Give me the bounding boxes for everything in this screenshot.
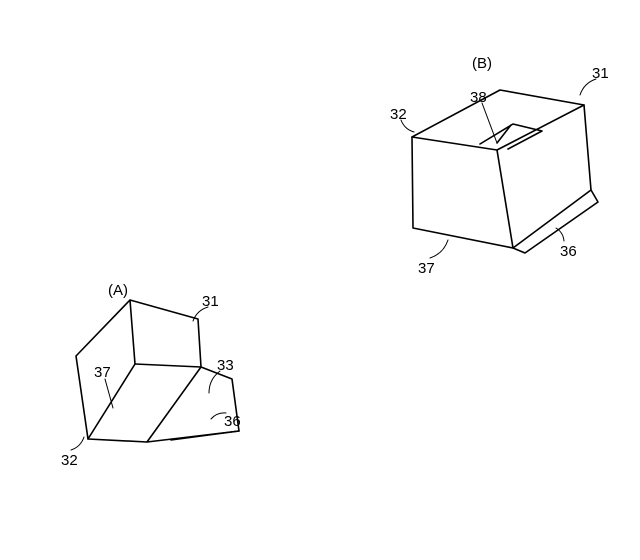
ref-label-37-B: 37: [418, 260, 435, 277]
ref-label-31-B: 31: [592, 65, 609, 82]
ref-label-38-B: 38: [470, 89, 487, 106]
ref-label-37-A: 37: [94, 364, 111, 381]
ref-label-32-B: 32: [390, 106, 407, 123]
ref-label-36-B: 36: [560, 243, 577, 260]
ref-label-33-A: 33: [217, 357, 234, 374]
ref-label-31-A: 31: [202, 293, 219, 310]
diagram-svg: [0, 0, 640, 560]
ref-label-32-A: 32: [61, 452, 78, 469]
panel-title-A: (A): [108, 282, 128, 299]
ref-label-36-A: 36: [224, 413, 241, 430]
figure-canvas: (A) (B) 31 32 37 33 36 31 32 38 37 36: [0, 0, 640, 560]
panel-title-B: (B): [472, 55, 492, 72]
